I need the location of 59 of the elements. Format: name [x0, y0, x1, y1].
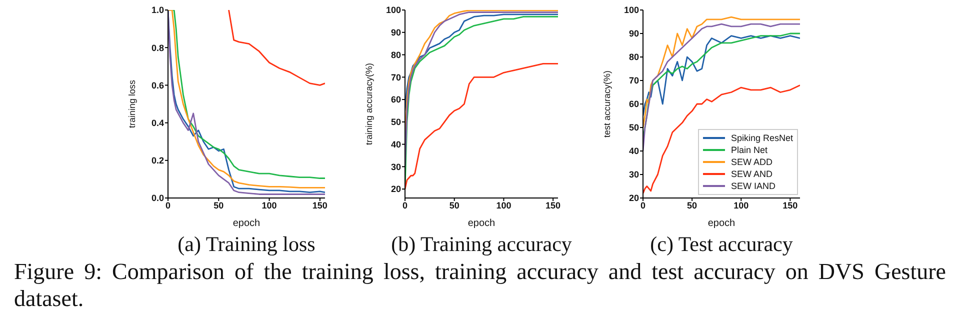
y-tick-label: 0.0: [151, 193, 164, 204]
legend-label: Plain Net: [730, 144, 768, 156]
x-axis-title: epoch: [468, 218, 496, 229]
y-tick-label: 0.2: [151, 156, 164, 166]
y-tick-label: 60: [390, 94, 401, 105]
x-tick-label: 150: [546, 200, 561, 210]
text: (b) Training accuracy: [390, 232, 573, 257]
y-tick-label: 0.6: [151, 80, 164, 90]
y-axis-title: training loss: [127, 79, 138, 128]
x-axis-title: epoch: [708, 218, 736, 229]
x-tick-label: 150: [782, 200, 798, 210]
line-series: [405, 12, 558, 168]
y-tick-label: 70: [628, 76, 639, 86]
x-tick-label: 0: [640, 200, 646, 210]
x-tick-label: 100: [734, 200, 749, 210]
y-tick-label: 80: [390, 50, 401, 60]
y-tick-label: 100: [386, 5, 401, 16]
legend-label: SEW ADD: [730, 156, 772, 168]
y-tick-label: 0.8: [151, 42, 164, 53]
y-tick-label: 40: [628, 146, 639, 156]
legend-label: SEW IAND: [730, 180, 776, 192]
x-tick-label: 100: [262, 200, 277, 210]
y-tick-label: 50: [390, 117, 401, 128]
y-tick-label: 90: [390, 28, 401, 38]
line-series: [643, 35, 800, 116]
text: (a) Training loss: [178, 232, 316, 256]
y-tick-label: 20: [390, 184, 401, 194]
y-tick-label: 20: [628, 193, 639, 204]
caption: Figure 9: Comparison of the training loss, training accuracy and test accuracy on DVS Gesture dataset.: [14, 258, 946, 312]
y-tick-label: 100: [624, 5, 639, 16]
y-tick-label: 0.4: [151, 118, 164, 128]
y-tick-label: 30: [628, 170, 639, 180]
line-series: [643, 16, 800, 128]
line-series: [405, 63, 558, 190]
x-tick-label: 100: [496, 200, 512, 210]
line-series: [643, 23, 800, 152]
x-tick-label: 50: [687, 200, 698, 210]
y-tick-label: 60: [628, 99, 639, 110]
x-tick-label: 150: [312, 200, 328, 210]
y-axis-title: training accuracy(%): [364, 62, 374, 146]
legend-label: Spiking ResNet: [730, 132, 793, 144]
y-tick-label: 40: [390, 139, 401, 150]
text: (c) Test accuracy: [649, 232, 794, 257]
line-series: [228, 10, 325, 86]
y-tick-label: 50: [628, 122, 639, 133]
x-tick-label: 50: [449, 200, 460, 210]
line-series: [405, 14, 558, 112]
x-tick-label: 0: [402, 200, 408, 210]
y-tick-label: 90: [628, 28, 639, 39]
line-series: [643, 84, 800, 194]
x-axis-title: epoch: [232, 218, 260, 229]
y-tick-label: 80: [628, 52, 639, 62]
x-tick-label: 0: [165, 200, 171, 210]
legend-label: SEW AND: [730, 168, 772, 180]
x-tick-label: 50: [214, 200, 224, 210]
y-tick-label: 1.0: [151, 5, 164, 16]
y-axis-title: test accuracy(%): [602, 70, 612, 138]
y-tick-label: 70: [390, 72, 401, 82]
y-tick-label: 30: [390, 162, 401, 172]
